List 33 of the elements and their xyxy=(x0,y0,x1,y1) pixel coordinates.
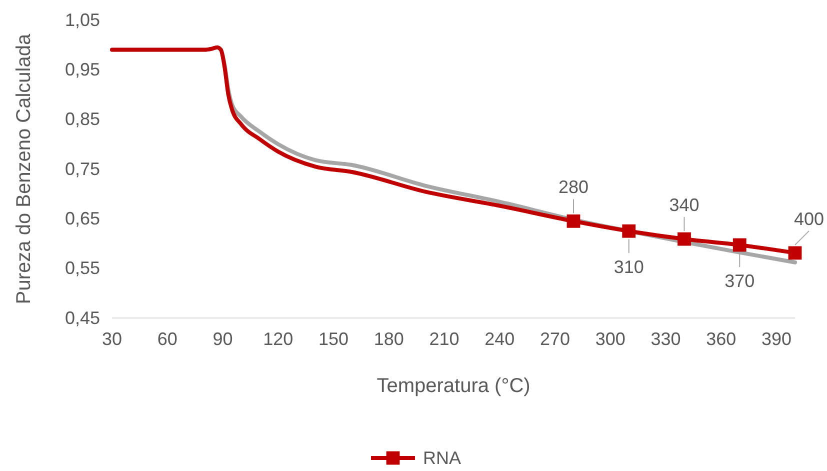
x-tick-label: 210 xyxy=(429,328,460,349)
y-tick-label: 0,45 xyxy=(64,308,100,328)
x-tick-label: 390 xyxy=(762,328,792,349)
point xyxy=(788,246,802,260)
x-tick-label: 90 xyxy=(212,328,233,349)
annotation: 280 xyxy=(558,177,589,198)
y-axis-title: Pureza do Benzeno Calculada xyxy=(13,33,35,304)
x-tick-label: 150 xyxy=(318,328,349,349)
point xyxy=(566,214,580,228)
annotation: 340 xyxy=(669,195,700,216)
legend-label: RNA xyxy=(423,448,462,468)
x-tick-label: 360 xyxy=(706,328,736,349)
x-tick-label: 270 xyxy=(540,328,570,349)
x-tick-label: 60 xyxy=(157,328,178,349)
y-tick-label: 0,95 xyxy=(64,59,100,80)
x-tick-label: 120 xyxy=(263,328,294,349)
point xyxy=(732,238,746,252)
point xyxy=(678,232,691,246)
x-tick-label: 330 xyxy=(650,328,681,349)
x-tick-label: 300 xyxy=(595,328,626,349)
x-tick-label: 30 xyxy=(102,328,122,349)
point xyxy=(622,224,636,238)
x-tick-label: 240 xyxy=(484,328,515,349)
y-tick-label: 0,75 xyxy=(64,158,100,179)
annotation: 400 xyxy=(794,208,824,229)
annotation: 370 xyxy=(724,270,755,291)
y-tick-label: 0,65 xyxy=(64,208,100,228)
x-tick-label: 180 xyxy=(374,328,404,349)
y-tick-label: 0,85 xyxy=(64,109,100,130)
annotation: 310 xyxy=(614,257,644,278)
x-axis-title: Temperatura (°C) xyxy=(376,375,530,397)
y-tick-label: 0,55 xyxy=(64,258,100,278)
y-tick-label: 1,05 xyxy=(64,10,100,30)
